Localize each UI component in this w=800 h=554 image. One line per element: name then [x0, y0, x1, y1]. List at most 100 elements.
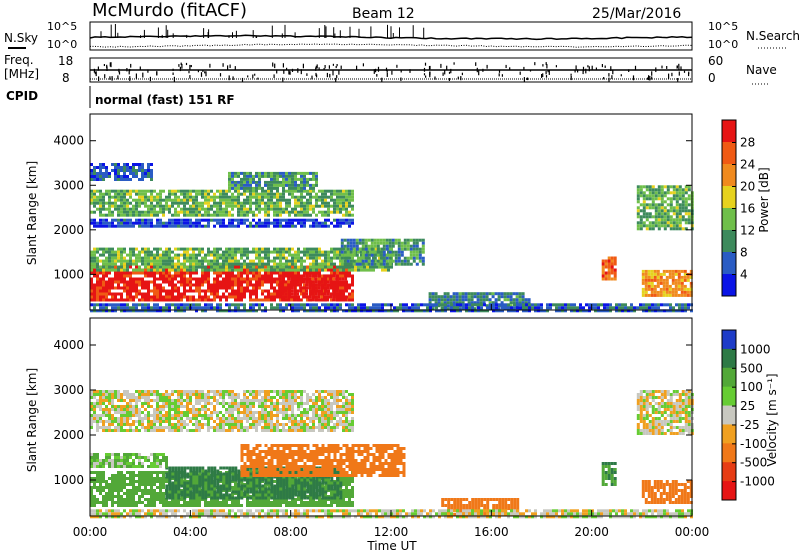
heatmap-cell: [318, 256, 321, 260]
heatmap-cell: [330, 303, 333, 307]
heatmap-cell: [144, 210, 147, 214]
heatmap-cell: [213, 280, 216, 284]
heatmap-cell: [282, 250, 285, 254]
heatmap-cell: [99, 298, 102, 302]
heatmap-cell: [105, 283, 108, 287]
heatmap-cell: [237, 309, 240, 313]
heatmap-cell: [312, 309, 315, 313]
heatmap-cell: [102, 501, 105, 504]
heatmap-cell: [162, 221, 165, 225]
heatmap-cell: [336, 253, 339, 257]
heatmap-cell: [171, 277, 174, 281]
heatmap-cell: [348, 195, 351, 199]
freq-nave-mark: [505, 64, 507, 69]
heatmap-cell: [348, 210, 351, 214]
heatmap-cell: [246, 262, 249, 266]
freq-nave-mark: [356, 65, 358, 71]
heatmap-cell: [607, 265, 611, 269]
heatmap-cell: [129, 306, 132, 310]
freq-nave-mark: [588, 66, 590, 72]
heatmap-cell: [165, 306, 168, 310]
heatmap-cell: [363, 309, 366, 313]
heatmap-cell: [93, 486, 96, 489]
heatmap-cell: [150, 504, 153, 507]
heatmap-cell: [355, 259, 359, 263]
heatmap-cell: [138, 283, 141, 287]
heatmap-cell: [276, 289, 279, 293]
heatmap-cell: [579, 309, 582, 313]
heatmap-cell: [168, 280, 171, 284]
heatmap-cell: [213, 201, 216, 205]
heatmap-cell: [234, 201, 237, 205]
heatmap-cell: [255, 213, 258, 217]
heatmap-cell: [672, 185, 676, 189]
heatmap-cell: [344, 277, 348, 281]
heatmap-cell: [90, 265, 93, 269]
heatmap-cell: [687, 212, 691, 216]
heatmap-cell: [252, 501, 255, 504]
heatmap-cell: [204, 207, 207, 211]
heatmap-cell: [370, 238, 374, 242]
heatmap-cell: [285, 250, 288, 254]
heatmap-cell: [382, 262, 386, 266]
heatmap-cell: [675, 221, 679, 225]
freq-nave-mark: [526, 77, 528, 80]
heatmap-cell: [156, 247, 159, 251]
heatmap-cell: [204, 295, 207, 299]
heatmap-cell: [141, 175, 144, 178]
heatmap-cell: [349, 253, 353, 257]
heatmap-cell: [348, 268, 351, 272]
heatmap-cell: [153, 471, 156, 474]
heatmap-cell: [255, 207, 258, 211]
heatmap-cell: [321, 192, 324, 196]
heatmap-cell: [117, 474, 120, 477]
heatmap-cell: [326, 295, 330, 299]
heatmap-cell: [370, 247, 374, 251]
heatmap-cell: [630, 306, 633, 310]
heatmap-cell: [318, 277, 321, 281]
heatmap-cell: [138, 483, 141, 486]
heatmap-cell: [376, 241, 380, 245]
heatmap-cell: [207, 210, 210, 214]
heatmap-cell: [279, 192, 282, 196]
heatmap-cell: [255, 247, 258, 251]
heatmap-cell: [326, 274, 330, 278]
heatmap-cell: [312, 303, 315, 307]
heatmap-cell: [290, 280, 294, 284]
heatmap-cell: [678, 188, 682, 192]
colorbar-tick-label: 8: [740, 246, 748, 260]
heatmap-cell: [204, 201, 207, 205]
heatmap-cell: [222, 250, 225, 254]
heatmap-cell: [222, 265, 225, 269]
heatmap-cell: [381, 247, 384, 251]
heatmap-cell: [267, 268, 270, 272]
heatmap-cell: [105, 189, 108, 193]
heatmap-cell: [222, 192, 225, 196]
heatmap-cell: [138, 204, 141, 208]
heatmap-cell: [234, 283, 237, 287]
heatmap-cell: [309, 271, 312, 275]
heatmap-cell: [198, 501, 201, 504]
heatmap-cell: [117, 198, 120, 202]
heatmap-cell: [249, 298, 252, 302]
heatmap-cell: [305, 286, 309, 290]
heatmap-cell: [671, 287, 675, 291]
heatmap-cell: [243, 218, 246, 222]
heatmap-cell: [117, 268, 120, 272]
heatmap-cell: [657, 306, 660, 310]
heatmap-cell: [120, 213, 123, 217]
heatmap-cell: [186, 306, 189, 310]
heatmap-cell: [264, 274, 267, 278]
heatmap-cell: [314, 286, 318, 290]
heatmap-cell: [135, 501, 138, 504]
heatmap-cell: [453, 309, 456, 313]
heatmap-cell: [177, 271, 180, 275]
heatmap-cell: [421, 247, 425, 251]
heatmap-cell: [415, 250, 419, 254]
heatmap-cell: [120, 201, 123, 205]
heatmap-cell: [321, 189, 324, 193]
heatmap-cell: [261, 265, 264, 269]
heatmap-cell: [210, 204, 213, 208]
heatmap-cell: [162, 259, 165, 263]
heatmap-cell: [243, 259, 246, 263]
